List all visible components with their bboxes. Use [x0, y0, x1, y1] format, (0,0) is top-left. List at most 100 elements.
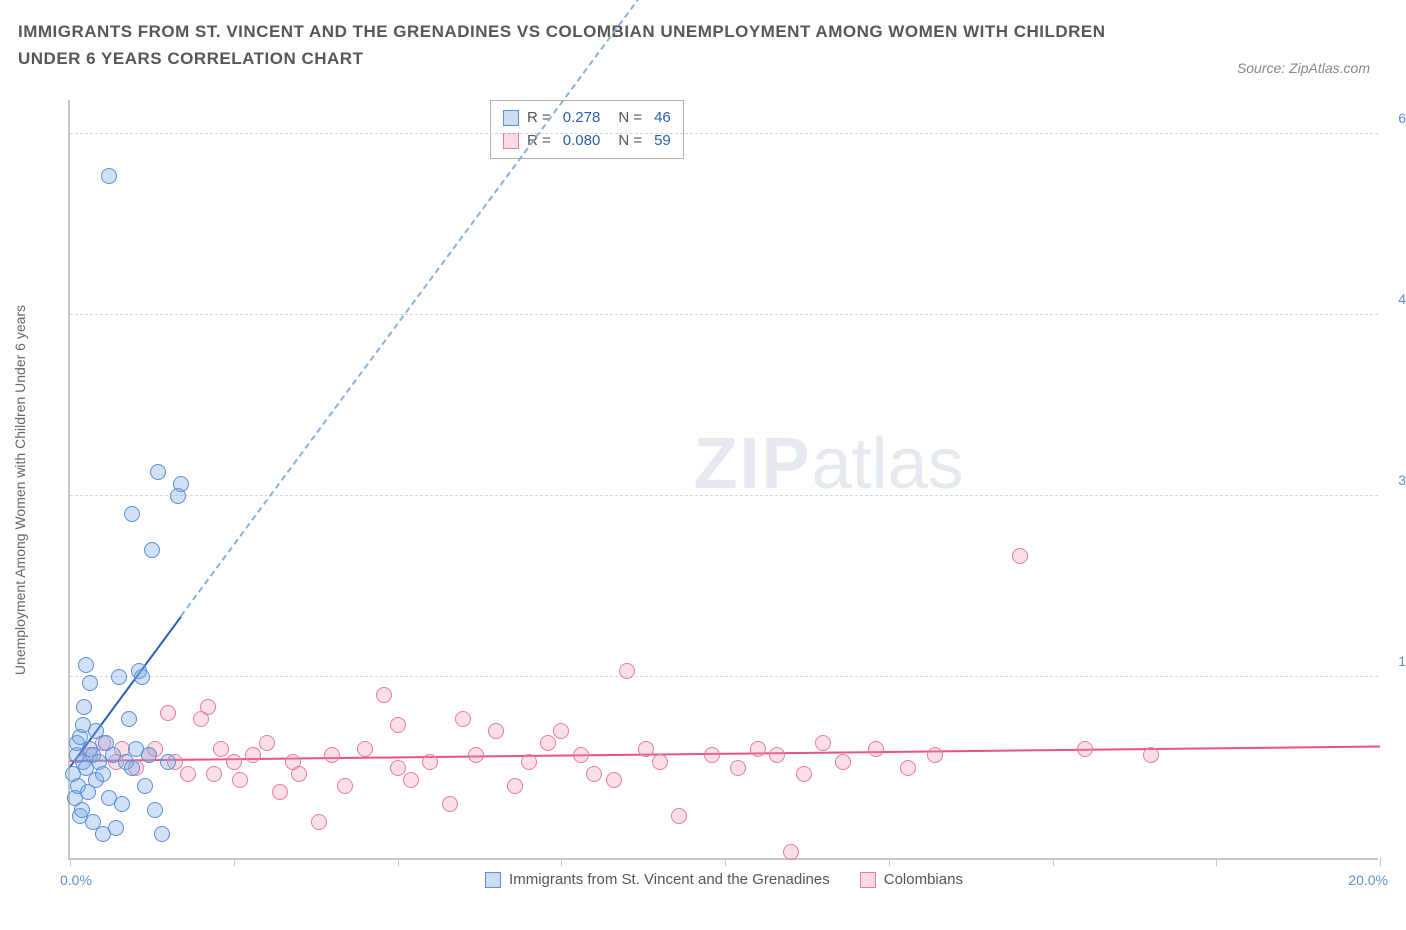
- data-point: [900, 760, 916, 776]
- data-point: [78, 657, 94, 673]
- data-point: [521, 754, 537, 770]
- legend-item-pink: Colombians: [860, 871, 963, 888]
- trend-line: [181, 0, 648, 616]
- legend-item-blue: Immigrants from St. Vincent and the Gren…: [485, 871, 830, 888]
- data-point: [835, 754, 851, 770]
- data-point: [76, 699, 92, 715]
- data-point: [442, 796, 458, 812]
- x-tick: [1216, 858, 1217, 866]
- data-point: [606, 772, 622, 788]
- data-point: [95, 766, 111, 782]
- gridline: [70, 133, 1378, 134]
- x-tick: [234, 858, 235, 866]
- data-point: [573, 747, 589, 763]
- data-point: [868, 741, 884, 757]
- data-point: [507, 778, 523, 794]
- gridline: [70, 314, 1378, 315]
- data-point: [111, 669, 127, 685]
- scatter-plot: ZIPatlas R = 0.278 N = 46 R = 0.080 N = …: [68, 100, 1378, 860]
- swatch-blue-icon: [503, 110, 519, 126]
- x-tick: [561, 858, 562, 866]
- gridline: [70, 495, 1378, 496]
- data-point: [160, 754, 176, 770]
- watermark: ZIPatlas: [694, 423, 964, 505]
- data-point: [324, 747, 340, 763]
- swatch-pink-icon: [503, 133, 519, 149]
- data-point: [750, 741, 766, 757]
- data-point: [1077, 741, 1093, 757]
- data-point: [95, 826, 111, 842]
- data-point: [730, 760, 746, 776]
- data-point: [144, 542, 160, 558]
- stats-legend: R = 0.278 N = 46 R = 0.080 N = 59: [490, 100, 684, 159]
- data-point: [468, 747, 484, 763]
- x-tick: [70, 858, 71, 866]
- data-point: [671, 808, 687, 824]
- data-point: [141, 747, 157, 763]
- data-point: [455, 711, 471, 727]
- data-point: [101, 168, 117, 184]
- x-tick: [1380, 858, 1381, 866]
- data-point: [213, 741, 229, 757]
- data-point: [160, 705, 176, 721]
- data-point: [259, 735, 275, 751]
- data-point: [124, 760, 140, 776]
- data-point: [291, 766, 307, 782]
- data-point: [337, 778, 353, 794]
- data-point: [390, 717, 406, 733]
- data-point: [783, 844, 799, 860]
- data-point: [226, 754, 242, 770]
- data-point: [927, 747, 943, 763]
- y-tick-label: 60.0%: [1388, 110, 1406, 126]
- gridline: [70, 676, 1378, 677]
- x-tick: [398, 858, 399, 866]
- x-tick: [889, 858, 890, 866]
- data-point: [124, 506, 140, 522]
- data-point: [200, 699, 216, 715]
- y-tick-label: 30.0%: [1388, 472, 1406, 488]
- data-point: [82, 675, 98, 691]
- data-point: [1143, 747, 1159, 763]
- data-point: [173, 476, 189, 492]
- y-tick-label: 15.0%: [1388, 653, 1406, 669]
- data-point: [357, 741, 373, 757]
- data-point: [245, 747, 261, 763]
- data-point: [134, 669, 150, 685]
- chart-header: IMMIGRANTS FROM ST. VINCENT AND THE GREN…: [18, 18, 1388, 72]
- data-point: [815, 735, 831, 751]
- x-tick: [1053, 858, 1054, 866]
- data-point: [147, 802, 163, 818]
- data-point: [769, 747, 785, 763]
- data-point: [540, 735, 556, 751]
- data-point: [137, 778, 153, 794]
- data-point: [376, 687, 392, 703]
- data-point: [150, 464, 166, 480]
- chart-title: IMMIGRANTS FROM ST. VINCENT AND THE GREN…: [18, 18, 1118, 72]
- data-point: [206, 766, 222, 782]
- data-point: [121, 711, 137, 727]
- data-point: [553, 723, 569, 739]
- data-point: [488, 723, 504, 739]
- data-point: [586, 766, 602, 782]
- data-point: [154, 826, 170, 842]
- data-point: [619, 663, 635, 679]
- stats-row-blue: R = 0.278 N = 46: [503, 107, 671, 130]
- data-point: [638, 741, 654, 757]
- data-point: [232, 772, 248, 788]
- data-point: [390, 760, 406, 776]
- data-point: [311, 814, 327, 830]
- data-point: [704, 747, 720, 763]
- data-point: [403, 772, 419, 788]
- data-point: [114, 796, 130, 812]
- data-point: [1012, 548, 1028, 564]
- data-point: [422, 754, 438, 770]
- x-tick-min: 0.0%: [60, 872, 92, 888]
- chart-source: Source: ZipAtlas.com: [1237, 60, 1370, 76]
- x-tick-max: 20.0%: [1348, 872, 1388, 888]
- y-tick-label: 45.0%: [1388, 291, 1406, 307]
- swatch-pink-icon: [860, 872, 876, 888]
- data-point: [180, 766, 196, 782]
- swatch-blue-icon: [485, 872, 501, 888]
- series-legend: Immigrants from St. Vincent and the Gren…: [485, 871, 963, 888]
- y-axis-label: Unemployment Among Women with Children U…: [12, 305, 28, 675]
